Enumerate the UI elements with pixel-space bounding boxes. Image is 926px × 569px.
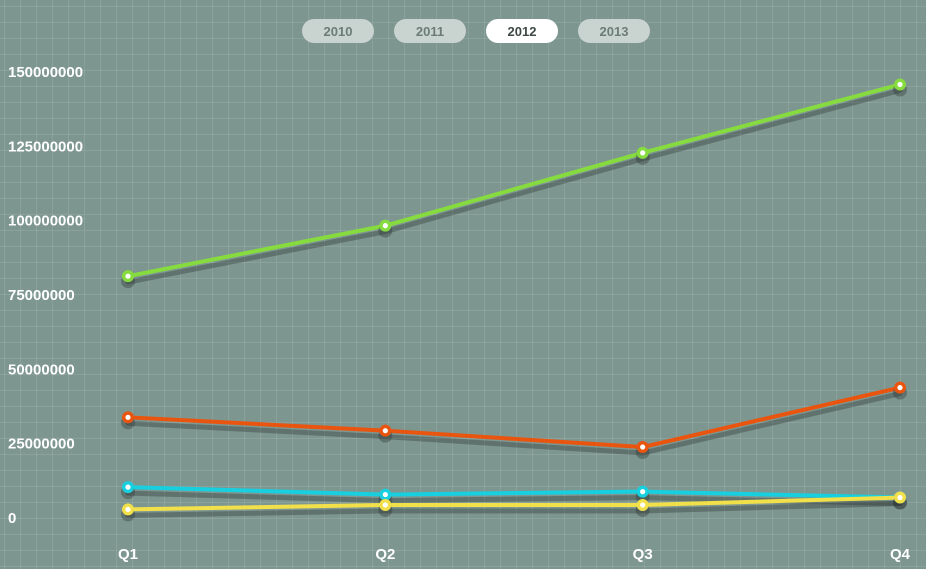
data-point-center (382, 502, 388, 508)
y-axis-ticks: 0 25000000 50000000 75000000 100000000 125000… (8, 64, 83, 527)
tab-2012[interactable]: 2012 (486, 19, 558, 43)
x-tick-label: Q1 (118, 546, 138, 563)
data-point-center (640, 489, 646, 495)
data-point-center (640, 444, 646, 450)
data-point-center (382, 428, 388, 434)
series-line (126, 495, 902, 512)
series-line (126, 82, 902, 279)
tab-2010[interactable]: 2010 (302, 19, 374, 43)
x-tick-label: Q2 (375, 546, 395, 563)
data-point-center (897, 81, 903, 88)
data-point-center (897, 385, 903, 391)
data-point-center (640, 502, 646, 508)
y-tick-label: 50000000 (8, 361, 75, 378)
data-point-center (897, 494, 903, 501)
y-tick-label: 25000000 (8, 436, 75, 453)
y-tick-label: 150000000 (8, 64, 83, 81)
series-shadow (125, 391, 903, 456)
series-shadow (125, 88, 903, 285)
data-point-center (125, 506, 131, 513)
series-points (121, 78, 907, 522)
data-point-center (382, 223, 388, 229)
x-tick-label: Q3 (633, 546, 653, 563)
data-point-center (125, 273, 131, 279)
tab-2013[interactable]: 2013 (578, 19, 650, 43)
y-tick-label: 125000000 (8, 138, 83, 155)
data-point-center (125, 484, 131, 490)
data-point-center (382, 491, 388, 498)
x-tick-label: Q4 (890, 546, 911, 563)
series-shadows (125, 88, 903, 518)
data-point-center (125, 414, 131, 420)
series-lines (126, 82, 902, 512)
series-shadow (125, 501, 903, 518)
y-tick-label: 0 (8, 510, 16, 527)
tab-2011[interactable]: 2011 (394, 19, 466, 43)
y-tick-label: 75000000 (8, 287, 75, 304)
series-line (126, 385, 902, 450)
y-tick-label: 100000000 (8, 213, 83, 230)
year-tabs: 2010 2011 2012 2013 (302, 19, 650, 43)
series-line (126, 485, 902, 500)
x-axis-ticks: Q1 Q2 Q3 Q4 (118, 546, 911, 563)
data-point-center (640, 150, 646, 156)
